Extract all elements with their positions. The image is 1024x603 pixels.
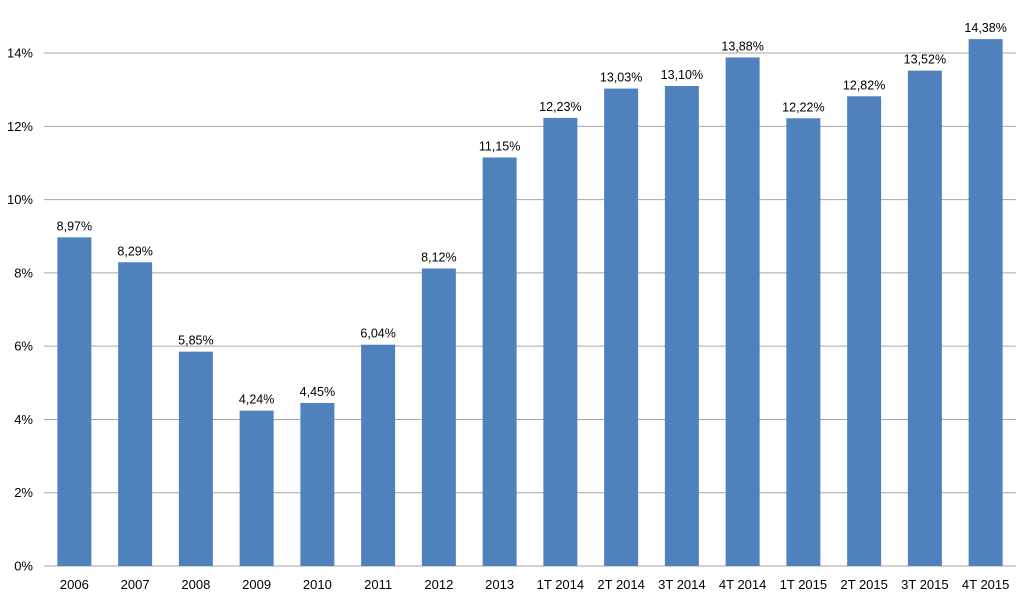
x-tick-label: 2010: [303, 577, 332, 592]
data-label: 12,23%: [539, 100, 581, 114]
bar: [421, 268, 456, 566]
x-tick-label: 4T 2014: [719, 577, 766, 592]
y-tick-label: 6%: [14, 339, 33, 354]
y-tick-label: 0%: [14, 559, 33, 574]
bar: [239, 410, 274, 566]
data-labels: 8,97% 8,29% 5,85% 4,24% 4,45% 6,04% 8,12% 11,15…: [57, 21, 1007, 407]
x-tick-label: 2009: [242, 577, 271, 592]
data-label: 11,15%: [479, 139, 520, 153]
bar: [300, 402, 335, 566]
x-tick-label: 2006: [60, 577, 89, 592]
y-axis-tick-labels: 0% 2% 4% 6% 8% 10% 12% 14%: [7, 46, 33, 574]
y-tick-label: 12%: [7, 119, 33, 134]
bar: [847, 96, 882, 566]
x-tick-label: 2008: [181, 577, 210, 592]
x-axis-tick-labels: 2006 2007 2008 2009 2010 2011 2012 2013 1T 2014 2…: [60, 577, 1009, 592]
y-tick-label: 2%: [14, 485, 33, 500]
x-tick-label: 1T 2014: [537, 577, 584, 592]
bars: [57, 39, 1003, 567]
data-label: 4,45%: [300, 385, 335, 399]
bar: [907, 70, 942, 566]
data-label: 8,97%: [57, 219, 92, 233]
data-label: 13,88%: [721, 39, 763, 53]
y-tick-label: 10%: [7, 192, 33, 207]
bar: [118, 262, 153, 566]
x-tick-label: 2012: [424, 577, 453, 592]
x-tick-label: 2T 2015: [840, 577, 887, 592]
data-label: 6,04%: [360, 327, 395, 341]
data-label: 4,24%: [239, 393, 274, 407]
data-label: 14,38%: [964, 21, 1006, 35]
x-tick-label: 3T 2014: [658, 577, 705, 592]
bar: [664, 86, 699, 567]
x-tick-label: 1T 2015: [780, 577, 827, 592]
bar: [604, 88, 639, 566]
data-label: 13,03%: [600, 71, 642, 85]
data-label: 8,29%: [117, 244, 152, 258]
x-tick-label: 2T 2014: [597, 577, 644, 592]
bar: [361, 344, 396, 566]
bar: [725, 57, 760, 566]
bar: [786, 118, 821, 566]
data-label: 5,85%: [178, 334, 213, 348]
y-tick-label: 8%: [14, 265, 33, 280]
data-label: 8,12%: [421, 250, 456, 264]
y-tick-label: 14%: [7, 46, 33, 61]
bar: [543, 117, 578, 567]
data-label: 13,10%: [661, 68, 703, 82]
bar: [968, 39, 1003, 566]
data-label: 13,52%: [904, 53, 946, 67]
x-tick-label: 4T 2015: [962, 577, 1009, 592]
bar: [57, 237, 92, 566]
data-label: 12,22%: [782, 100, 824, 114]
bar: [178, 351, 213, 566]
x-tick-label: 2013: [485, 577, 514, 592]
x-tick-label: 3T 2015: [901, 577, 948, 592]
bar: [482, 157, 517, 567]
x-tick-label: 2011: [364, 577, 392, 592]
y-tick-label: 4%: [14, 412, 33, 427]
x-tick-label: 2007: [121, 577, 150, 592]
data-label: 12,82%: [843, 78, 885, 92]
